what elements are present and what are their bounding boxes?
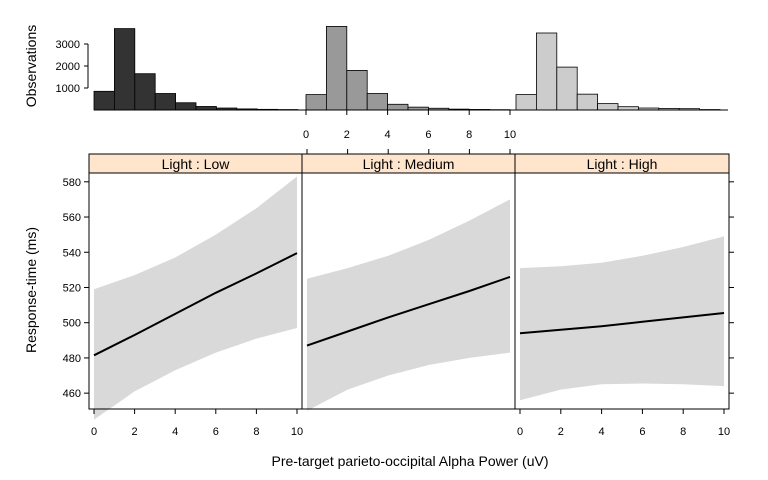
x-tick-label: 6: [639, 426, 645, 438]
histogram-bar: [154, 93, 176, 111]
x-tick-label: 2: [132, 426, 138, 438]
histogram-bar: [556, 66, 578, 111]
panel-layer: Light : Low 0 2 4 6 8 10 Light : Medium Light : …: [63, 149, 734, 438]
fit-line: [306, 275, 511, 347]
x-tick-label: 4: [599, 426, 605, 438]
y-tick-label: 580: [63, 177, 81, 189]
fit-line: [93, 252, 298, 357]
x-tick-label: 6: [213, 426, 219, 438]
histogram-bar: [346, 70, 368, 111]
histogram-y-axis: 1000 2000 3000: [56, 39, 89, 95]
confidence-band: [307, 199, 510, 411]
histogram-3: [515, 32, 721, 111]
histogram-y-tick-label: 3000: [56, 39, 80, 51]
x-tick-label: 10: [291, 426, 303, 438]
x-tick-label: 2: [558, 426, 564, 438]
x-axis-title: Pre-target parieto-occipital Alpha Power…: [271, 453, 548, 469]
panel-3: Light : High 0 2 4 6 8 10: [514, 153, 730, 438]
panel-2: Light : Medium: [301, 149, 516, 411]
histogram-y-axis-title: Observations: [23, 25, 39, 107]
histogram-layer: 1000 2000 3000 0 2 4 6 8 10: [56, 25, 728, 141]
histogram-x-tick-label: 4: [385, 129, 391, 141]
strip-label: Light : High: [587, 156, 658, 172]
histogram-1: [93, 28, 299, 111]
histogram-bar: [134, 73, 156, 111]
panel-frame: [514, 172, 730, 410]
histogram-x-tick-label: 8: [466, 129, 472, 141]
histogram-bar: [515, 94, 537, 111]
histogram-bar: [175, 102, 197, 111]
x-tick-label: 8: [680, 426, 686, 438]
panel-1: Light : Low 0 2 4 6 8 10: [88, 153, 303, 438]
y-tick-label: 460: [63, 388, 81, 400]
histogram-bar: [195, 106, 217, 111]
strip-label: Light : Medium: [363, 156, 455, 172]
fit-line: [519, 312, 725, 335]
histogram-x-axis: 0 2 4 6 8 10: [303, 110, 516, 141]
y-tick-label: 560: [63, 212, 81, 224]
histogram-x-tick-label: 2: [344, 129, 350, 141]
x-tick-label: 4: [172, 426, 178, 438]
histogram-y-tick-label: 2000: [56, 61, 80, 73]
y-axis-title: Response-time (ms): [23, 227, 39, 353]
x-tick-label: 10: [718, 426, 730, 438]
x-tick-label: 0: [91, 426, 97, 438]
histogram-bar: [536, 32, 558, 111]
histogram-bar: [93, 90, 115, 111]
y-tick-label: 480: [63, 353, 81, 365]
strip-label: Light : Low: [162, 156, 231, 172]
histogram-bar: [366, 93, 389, 111]
confidence-band: [94, 176, 297, 420]
histogram-x-tick-label: 0: [303, 129, 309, 141]
histogram-bar: [387, 103, 409, 111]
histogram-2: [305, 25, 511, 111]
confidence-band: [520, 236, 724, 401]
y-tick-label: 520: [63, 282, 81, 294]
histogram-x-tick-label: 6: [425, 129, 431, 141]
histogram-bar: [325, 25, 348, 111]
histogram-y-tick-label: 1000: [56, 83, 80, 95]
histogram-bar: [576, 93, 599, 111]
y-tick-label: 540: [63, 247, 81, 259]
x-tick-label: 0: [517, 426, 523, 438]
histogram-bar: [305, 94, 327, 111]
x-tick-label: 8: [253, 426, 259, 438]
y-axis: 460 480 500 520 540 560 580: [63, 177, 734, 400]
histogram-x-tick-label: 10: [504, 129, 516, 141]
histogram-bar: [597, 103, 619, 111]
histogram-bar: [114, 28, 136, 111]
y-tick-label: 500: [63, 318, 81, 330]
